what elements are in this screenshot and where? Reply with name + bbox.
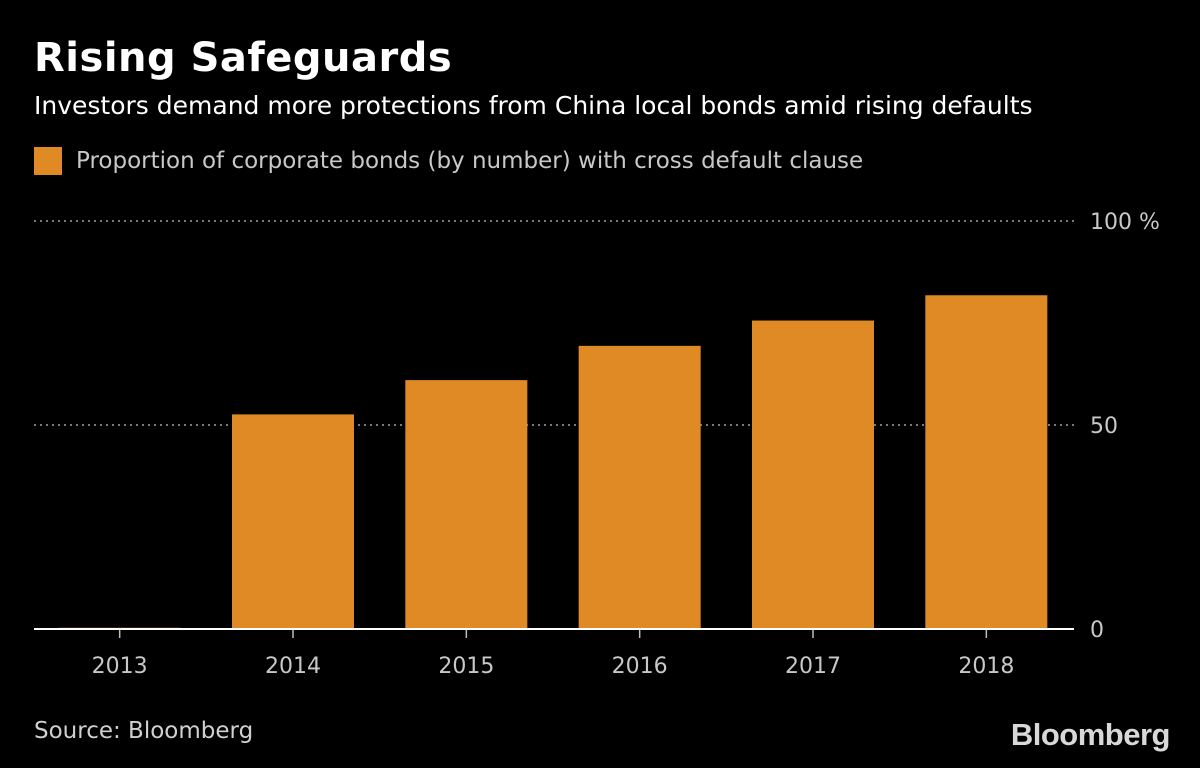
x-tick-label: 2013	[92, 654, 148, 679]
bar-2018	[925, 295, 1048, 629]
chart-title: Rising Safeguards	[34, 35, 453, 81]
bar-2014	[232, 414, 354, 629]
gridlines	[34, 220, 1074, 426]
x-tick-label: 2014	[265, 654, 321, 679]
bar-2017	[752, 320, 874, 629]
bar-2016	[578, 345, 701, 629]
x-tick-label: 2018	[958, 654, 1014, 679]
chart-subtitle: Investors demand more protections from C…	[34, 91, 1033, 120]
legend-label: Proportion of corporate bonds (by number…	[76, 148, 864, 174]
legend: Proportion of corporate bonds (by number…	[34, 144, 863, 178]
x-tick-label: 2016	[612, 654, 668, 679]
legend-swatch	[34, 147, 62, 175]
axes: 0 50 100 % 2013 2014 2015 2016 2017 2018	[34, 210, 1160, 679]
bars	[58, 295, 1048, 629]
y-tick-label: 0	[1090, 618, 1104, 643]
y-tick-label: 50	[1090, 414, 1118, 439]
y-tick-label: 100 %	[1090, 210, 1160, 235]
x-tick-label: 2017	[785, 654, 841, 679]
source-note: Source: Bloomberg	[34, 718, 254, 744]
bloomberg-logo: Bloomberg	[1010, 717, 1171, 752]
x-tick-label: 2015	[438, 654, 494, 679]
bar-2015	[405, 380, 528, 629]
